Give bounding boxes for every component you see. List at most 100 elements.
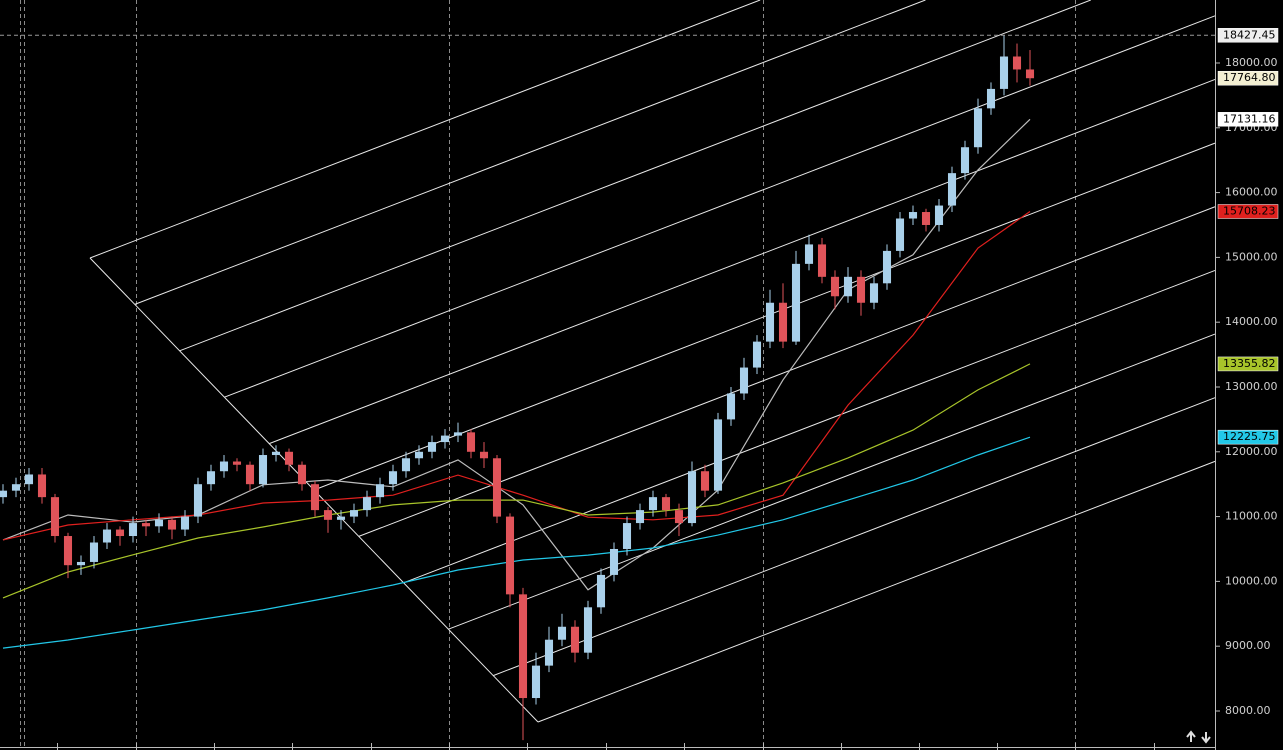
candle-body	[167, 519, 177, 530]
tag-box	[1217, 112, 1279, 127]
scroll-down[interactable]	[1201, 732, 1211, 744]
candle	[50, 493, 60, 543]
tag-label: 15708.23	[1223, 204, 1276, 217]
candle	[908, 205, 918, 225]
candle	[466, 429, 476, 459]
candle	[674, 503, 684, 537]
candle-body	[674, 510, 684, 524]
candle	[1025, 50, 1035, 86]
candle-body	[791, 263, 801, 342]
candle	[817, 237, 827, 284]
pitchfork-line	[448, 333, 1216, 630]
pitchfork-line	[537, 460, 1216, 723]
candle	[349, 503, 359, 524]
candle-body	[505, 516, 515, 595]
ma-tag: 15708.23	[1217, 204, 1279, 219]
candle-body	[544, 639, 554, 666]
tag-box	[1217, 28, 1279, 43]
candle-body	[804, 244, 814, 264]
candle-body	[687, 471, 697, 524]
candle-body	[739, 367, 749, 394]
candle-body	[778, 302, 788, 342]
last-price-tag: 17764.80	[1217, 70, 1279, 86]
moving-average	[2, 436, 1031, 649]
candle	[804, 234, 814, 271]
candle	[258, 448, 268, 488]
candle	[37, 467, 47, 504]
pitchfork-line	[403, 269, 1216, 584]
candle-body	[297, 464, 307, 485]
candle-body	[960, 147, 970, 174]
candle-body	[752, 341, 762, 368]
candle-body	[336, 516, 346, 520]
candle	[661, 493, 671, 517]
candle	[921, 208, 931, 232]
scroll-up[interactable]	[1186, 730, 1196, 742]
candle	[609, 542, 619, 582]
candle	[102, 523, 112, 549]
y-tick-label: 13000.00	[1225, 380, 1278, 393]
arrows[interactable]	[1186, 730, 1211, 744]
candle	[648, 490, 658, 517]
candle-body	[414, 451, 424, 459]
ma-tag: 17131.16	[1217, 112, 1279, 127]
candle-body	[440, 435, 450, 443]
candle	[791, 250, 801, 345]
pitchfork-line	[493, 397, 1216, 677]
candle	[492, 455, 502, 524]
candle-body	[635, 510, 645, 524]
candle	[245, 461, 255, 491]
candle	[89, 536, 99, 569]
pitchfork-line	[269, 79, 1216, 445]
candle	[869, 276, 879, 310]
candle-body	[531, 665, 541, 699]
candle	[752, 335, 762, 375]
candle	[11, 477, 21, 498]
candle-body	[11, 484, 21, 491]
tag-label: 17764.80	[1223, 71, 1276, 84]
candle-body	[128, 523, 138, 537]
layout	[0, 0, 1216, 750]
candle-body	[583, 607, 593, 653]
candle-body	[193, 484, 203, 517]
candle-body	[765, 302, 775, 342]
candle-body	[63, 536, 73, 566]
tag-box	[1217, 356, 1279, 372]
candle	[375, 477, 385, 504]
candle	[843, 267, 853, 303]
candle-body	[479, 451, 489, 459]
candle-body	[0, 490, 8, 498]
candle-body	[24, 474, 34, 485]
tag-box	[1217, 70, 1279, 86]
pitchfork-line	[313, 142, 1216, 491]
candle-body	[466, 432, 476, 452]
y-tick-label: 15000.00	[1225, 250, 1278, 263]
candle-body	[388, 471, 398, 485]
candle-body	[323, 510, 333, 520]
candle	[414, 445, 424, 465]
candle-body	[986, 88, 996, 109]
candle-body	[999, 56, 1009, 89]
candle-body	[89, 542, 99, 562]
candle	[986, 82, 996, 115]
candle	[310, 480, 320, 517]
candle	[544, 626, 554, 673]
candle-body	[596, 574, 606, 608]
candle	[583, 600, 593, 660]
y-tick-label: 12000.00	[1225, 445, 1278, 458]
tag-box	[1217, 204, 1279, 219]
candle-body	[700, 471, 710, 491]
candle-body	[362, 497, 372, 511]
candle	[934, 199, 944, 232]
candle-body	[219, 461, 229, 472]
candle-body	[453, 432, 463, 436]
candle-body	[375, 484, 385, 498]
candle	[63, 532, 73, 579]
tag-label: 18427.45	[1223, 28, 1276, 41]
y-tick-label: 10000.00	[1225, 574, 1278, 587]
candle	[232, 458, 242, 472]
moving-average	[2, 118, 1031, 591]
candle-body	[895, 218, 905, 251]
candle	[960, 140, 970, 180]
